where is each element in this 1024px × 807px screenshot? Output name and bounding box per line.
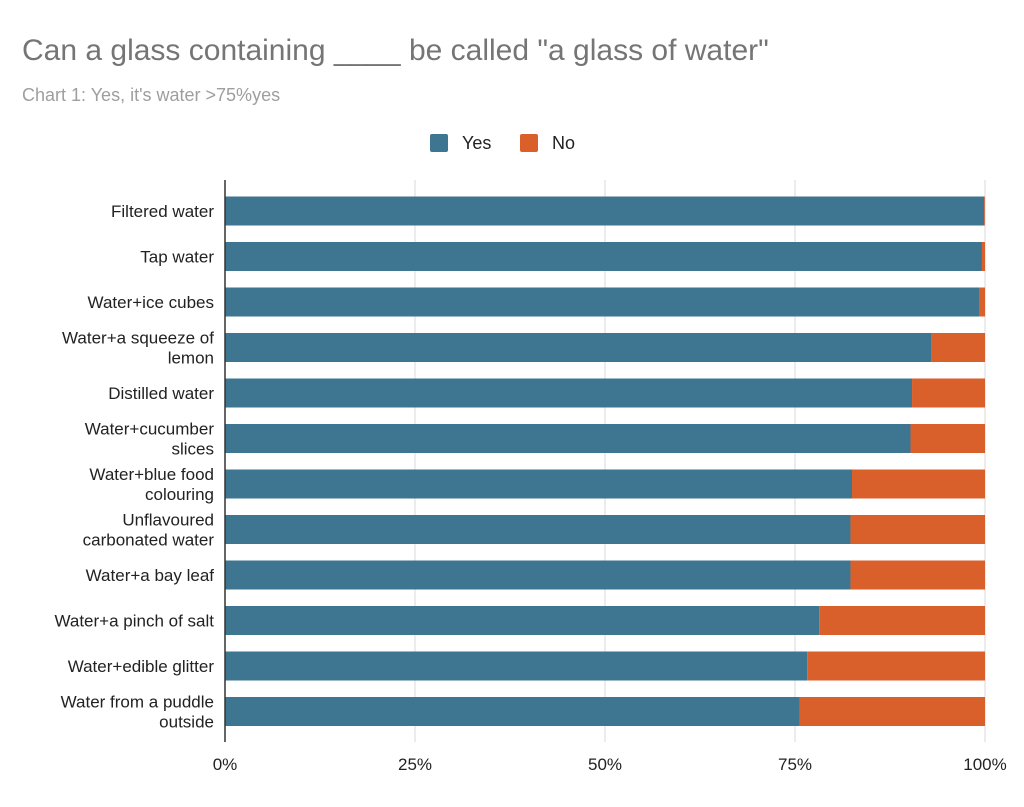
chart-title: Can a glass containing ____ be called "a… [22, 34, 769, 67]
category-label: colouring [145, 485, 214, 504]
category-label: Distilled water [108, 384, 214, 403]
bar-yes [225, 333, 932, 362]
bar-no [850, 515, 985, 544]
legend: Yes No [430, 133, 575, 153]
category-label: Water+ice cubes [88, 293, 214, 312]
bar-yes [225, 424, 911, 453]
chart-subtitle: Chart 1: Yes, it's water >75%yes [22, 85, 281, 105]
category-label: lemon [168, 349, 214, 368]
category-label: Water+a squeeze of [62, 329, 214, 348]
x-tick-label: 25% [398, 755, 432, 774]
category-label: Tap water [140, 248, 214, 267]
bar-no [979, 287, 985, 317]
category-label: Water from a puddle [61, 693, 214, 712]
bar-yes [225, 515, 851, 544]
category-label: Water+a pinch of salt [54, 612, 214, 631]
category-label: slices [171, 440, 214, 459]
x-tick-label: 0% [213, 755, 238, 774]
category-label: Filtered water [111, 202, 214, 221]
legend-label-no: No [552, 133, 575, 153]
bar-yes [225, 697, 800, 726]
bar-yes [225, 378, 913, 408]
category-labels: Filtered water Tap water Water+ice cubes Wa… [54, 202, 214, 732]
legend-swatch-yes [430, 134, 448, 152]
bar-yes [225, 287, 980, 317]
grid-lines [414, 180, 986, 742]
bar-no [931, 333, 985, 362]
x-tick-label: 75% [778, 755, 812, 774]
category-label: Unflavoured [122, 511, 214, 530]
bar-yes [225, 560, 851, 590]
bar-no [981, 242, 985, 271]
x-tick-label: 50% [588, 755, 622, 774]
bar-no [984, 196, 985, 226]
category-label: Water+edible glitter [68, 657, 215, 676]
bar-no [799, 697, 985, 726]
category-label: carbonated water [83, 531, 215, 550]
category-label: Water+a bay leaf [86, 566, 215, 585]
category-label: Water+blue food [89, 465, 214, 484]
bar-no [912, 378, 985, 408]
legend-swatch-no [520, 134, 538, 152]
bar-yes [225, 606, 820, 635]
bar-no [850, 560, 985, 590]
bar-yes [225, 651, 808, 681]
bars [225, 196, 985, 726]
x-tick-label: 100% [963, 755, 1006, 774]
bar-no [852, 469, 985, 499]
bar-no [819, 606, 985, 635]
category-label: Water+cucumber [85, 420, 215, 439]
category-label: outside [159, 713, 214, 732]
x-tick-labels: 0% 25% 50% 75% 100% [213, 755, 1007, 774]
legend-label-yes: Yes [462, 133, 491, 153]
bar-no [910, 424, 985, 453]
bar-yes [225, 196, 985, 226]
bar-yes [225, 242, 982, 271]
bar-yes [225, 469, 852, 499]
bar-no [807, 651, 985, 681]
